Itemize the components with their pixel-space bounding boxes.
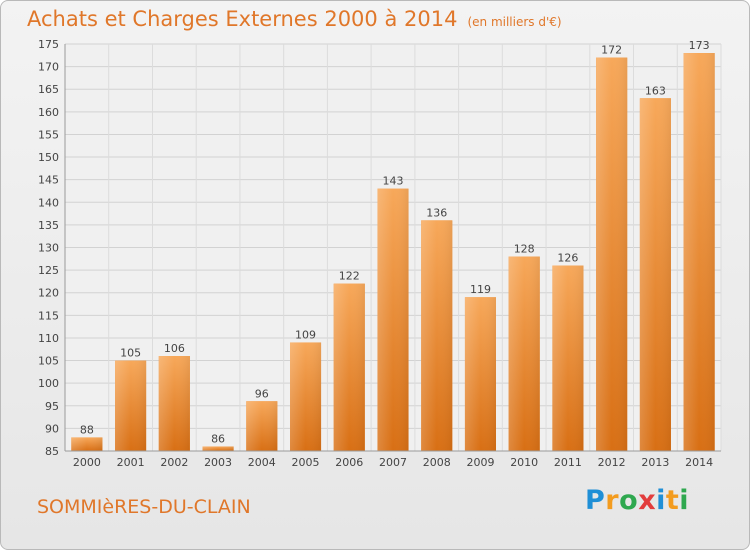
bar-value-label: 119	[470, 283, 491, 296]
y-tick-label: 90	[45, 422, 59, 435]
y-tick-label: 120	[38, 287, 59, 300]
value-labels: 88 105 106 86 96 109 122 143 136 119 128 126 172 163 1…	[80, 39, 710, 445]
bar-highlight	[158, 356, 190, 451]
proxiti-logo: Proxiti	[585, 485, 689, 516]
chart-subtitle: (en milliers d'€)	[467, 15, 562, 29]
bar-highlight	[71, 437, 103, 451]
x-tick-label: 2008	[423, 456, 451, 469]
x-tick-label: 2000	[73, 456, 101, 469]
y-tick-label: 150	[38, 151, 59, 164]
logo-letter: P	[585, 485, 606, 516]
y-tick-label: 160	[38, 106, 59, 119]
bar-value-label: 109	[295, 328, 316, 341]
bar-value-label: 128	[514, 243, 535, 256]
bar-value-label: 136	[426, 206, 447, 219]
bar-highlight	[552, 265, 584, 451]
bar-value-label: 172	[601, 44, 622, 57]
logo-letter: x	[638, 485, 657, 516]
bar-value-label: 105	[120, 347, 141, 360]
y-tick-label: 165	[38, 83, 59, 96]
logo-letter: o	[619, 485, 639, 516]
x-tick-label: 2013	[641, 456, 669, 469]
bar-value-label: 163	[645, 84, 666, 97]
y-tick-label: 175	[38, 38, 59, 51]
logo-letter: t	[665, 485, 680, 516]
bar-value-label: 143	[383, 175, 404, 188]
bar-value-label: 106	[164, 342, 185, 355]
bars	[71, 53, 715, 452]
y-tick-label: 95	[45, 400, 59, 413]
x-tick-label: 2007	[379, 456, 407, 469]
y-tick-label: 125	[38, 264, 59, 277]
x-tick-label: 2010	[510, 456, 538, 469]
bar-highlight	[421, 220, 453, 451]
y-tick-label: 170	[38, 61, 59, 74]
bar-value-label: 173	[689, 39, 710, 52]
axes: 85 90 95 100 105 110 115 120 125 130 135 140 145 150 1…	[38, 38, 721, 469]
logo-letter: i	[679, 485, 690, 516]
bar-highlight	[683, 53, 715, 452]
bar-highlight	[639, 98, 671, 452]
logo-letter: i	[656, 485, 666, 516]
bar-value-label: 122	[339, 270, 360, 283]
bar-highlight	[246, 401, 278, 451]
bar-value-label: 96	[255, 387, 269, 400]
x-tick-label: 2012	[598, 456, 626, 469]
x-tick-label: 2001	[117, 456, 145, 469]
bar-highlight	[115, 360, 147, 451]
y-tick-label: 85	[45, 445, 59, 458]
y-tick-label: 135	[38, 219, 59, 232]
y-tick-label: 115	[38, 309, 59, 322]
y-tick-label: 105	[38, 355, 59, 368]
bar-highlight	[596, 57, 628, 452]
y-tick-label: 110	[38, 332, 59, 345]
x-tick-label: 2009	[466, 456, 494, 469]
x-tick-label: 2011	[554, 456, 582, 469]
chart-title: Achats et Charges Externes 2000 à 2014 (e…	[27, 7, 562, 31]
y-tick-label: 140	[38, 196, 59, 209]
bar-value-label: 86	[211, 432, 225, 445]
place-name: SOMMIèRES-DU-CLAIN	[37, 496, 251, 518]
bar-highlight	[333, 283, 365, 451]
bar-highlight	[508, 256, 540, 451]
x-tick-label: 2005	[292, 456, 320, 469]
x-tick-label: 2004	[248, 456, 276, 469]
y-tick-label: 155	[38, 128, 59, 141]
x-tick-label: 2014	[685, 456, 713, 469]
y-tick-label: 145	[38, 174, 59, 187]
bar-highlight	[377, 188, 409, 451]
x-tick-label: 2003	[204, 456, 232, 469]
bar-chart: 88 105 106 86 96 109 122 143 136 119 128 126 172 163 1…	[38, 38, 722, 469]
bar-highlight	[464, 297, 496, 451]
x-tick-label: 2006	[335, 456, 363, 469]
logo-letter: r	[605, 485, 620, 516]
chart-title-text: Achats et Charges Externes 2000 à 2014	[27, 7, 458, 31]
bar-highlight	[202, 446, 234, 451]
x-tick-label: 2002	[160, 456, 188, 469]
bar-highlight	[290, 342, 322, 451]
bar-value-label: 126	[557, 252, 578, 265]
y-tick-label: 130	[38, 242, 59, 255]
y-tick-label: 100	[38, 377, 59, 390]
bar-value-label: 88	[80, 423, 94, 436]
